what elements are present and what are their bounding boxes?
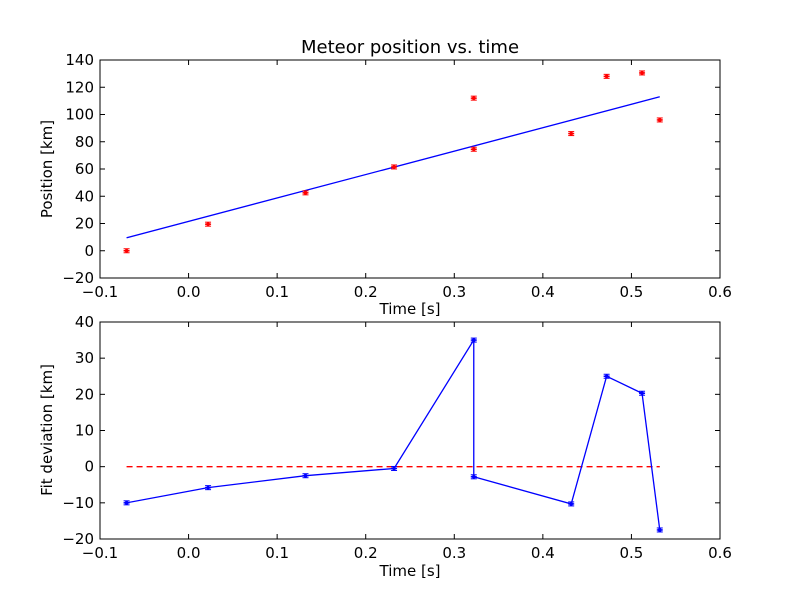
position-point: [302, 190, 309, 196]
position-point: [470, 146, 477, 152]
deviation-chart-ytick-label: 40: [75, 313, 94, 331]
position-chart-ytick-label: 60: [75, 160, 94, 178]
deviation-chart-xlabel: Time [s]: [379, 562, 441, 580]
deviation-chart-xtick-label: 0.5: [619, 544, 643, 562]
position-chart-xtick-label: −0.1: [82, 283, 118, 301]
deviation-point: [568, 501, 575, 507]
position-point: [568, 131, 575, 137]
position-chart-ytick-label: 120: [65, 78, 94, 96]
position-chart-xtick-label: 0.1: [265, 283, 289, 301]
deviation-point: [470, 337, 477, 343]
deviation-point: [123, 500, 130, 506]
position-chart-ylabel: Position [km]: [38, 120, 56, 218]
deviation-point: [639, 390, 646, 396]
position-chart: Meteor position vs. time −0.1 0.0 0.1 0.2 0.…: [38, 37, 732, 318]
deviation-point: [603, 373, 610, 379]
deviation-point: [302, 473, 309, 479]
position-point: [123, 248, 130, 254]
deviation-point: [205, 485, 212, 491]
deviation-chart-ytick-label: −10: [62, 494, 94, 512]
deviation-chart-ytick-label: −20: [62, 530, 94, 548]
position-point: [603, 73, 610, 79]
deviation-point: [391, 465, 398, 471]
deviation-chart-ytick-label: 10: [75, 422, 94, 440]
deviation-chart-ylabel: Fit deviation [km]: [38, 364, 56, 496]
deviation-series-line: [126, 337, 661, 531]
deviation-chart-xtick-label: 0.3: [442, 544, 466, 562]
deviation-chart-ytick-label: 20: [75, 385, 94, 403]
deviation-point: [656, 527, 663, 533]
position-chart-xtick-label: 0.2: [354, 283, 378, 301]
position-chart-xtick-label: 0.3: [442, 283, 466, 301]
deviation-chart-xtick-label: 0.6: [708, 544, 732, 562]
position-chart-ytick-label: 100: [65, 106, 94, 124]
deviation-chart-ytick-label: 0: [84, 458, 94, 476]
position-point: [639, 70, 646, 76]
position-point: [205, 221, 212, 227]
position-chart-xtick-label: 0.0: [177, 283, 201, 301]
deviation-point: [470, 474, 477, 480]
position-chart-ytick-label: 0: [84, 242, 94, 260]
deviation-chart-xtick-label: 0.1: [265, 544, 289, 562]
position-point: [391, 164, 398, 170]
position-chart-ytick-label: 40: [75, 187, 94, 205]
position-chart-xtick-label: 0.4: [531, 283, 555, 301]
position-chart-xtick-label: 0.6: [708, 283, 732, 301]
deviation-chart-xtick-label: 0.0: [177, 544, 201, 562]
position-point: [656, 117, 663, 123]
position-chart-ytick-label: 80: [75, 133, 94, 151]
position-chart-ytick-label: 140: [65, 51, 94, 69]
position-point: [470, 95, 477, 101]
deviation-chart-xtick-label: 0.4: [531, 544, 555, 562]
position-chart-xlabel: Time [s]: [379, 300, 441, 318]
position-chart-ytick-label: 20: [75, 215, 94, 233]
deviation-chart: −0.1 0.0 0.1 0.2 0.3 0.4 0.5 0.6 −20 −10 0 10 20 30 40…: [38, 313, 732, 580]
position-chart-xtick-label: 0.5: [619, 283, 643, 301]
deviation-chart-xtick-label: 0.2: [354, 544, 378, 562]
position-chart-title: Meteor position vs. time: [301, 37, 519, 58]
deviation-chart-xtick-label: −0.1: [82, 544, 118, 562]
deviation-chart-ytick-label: 30: [75, 349, 94, 367]
position-chart-ytick-label: −20: [62, 269, 94, 287]
